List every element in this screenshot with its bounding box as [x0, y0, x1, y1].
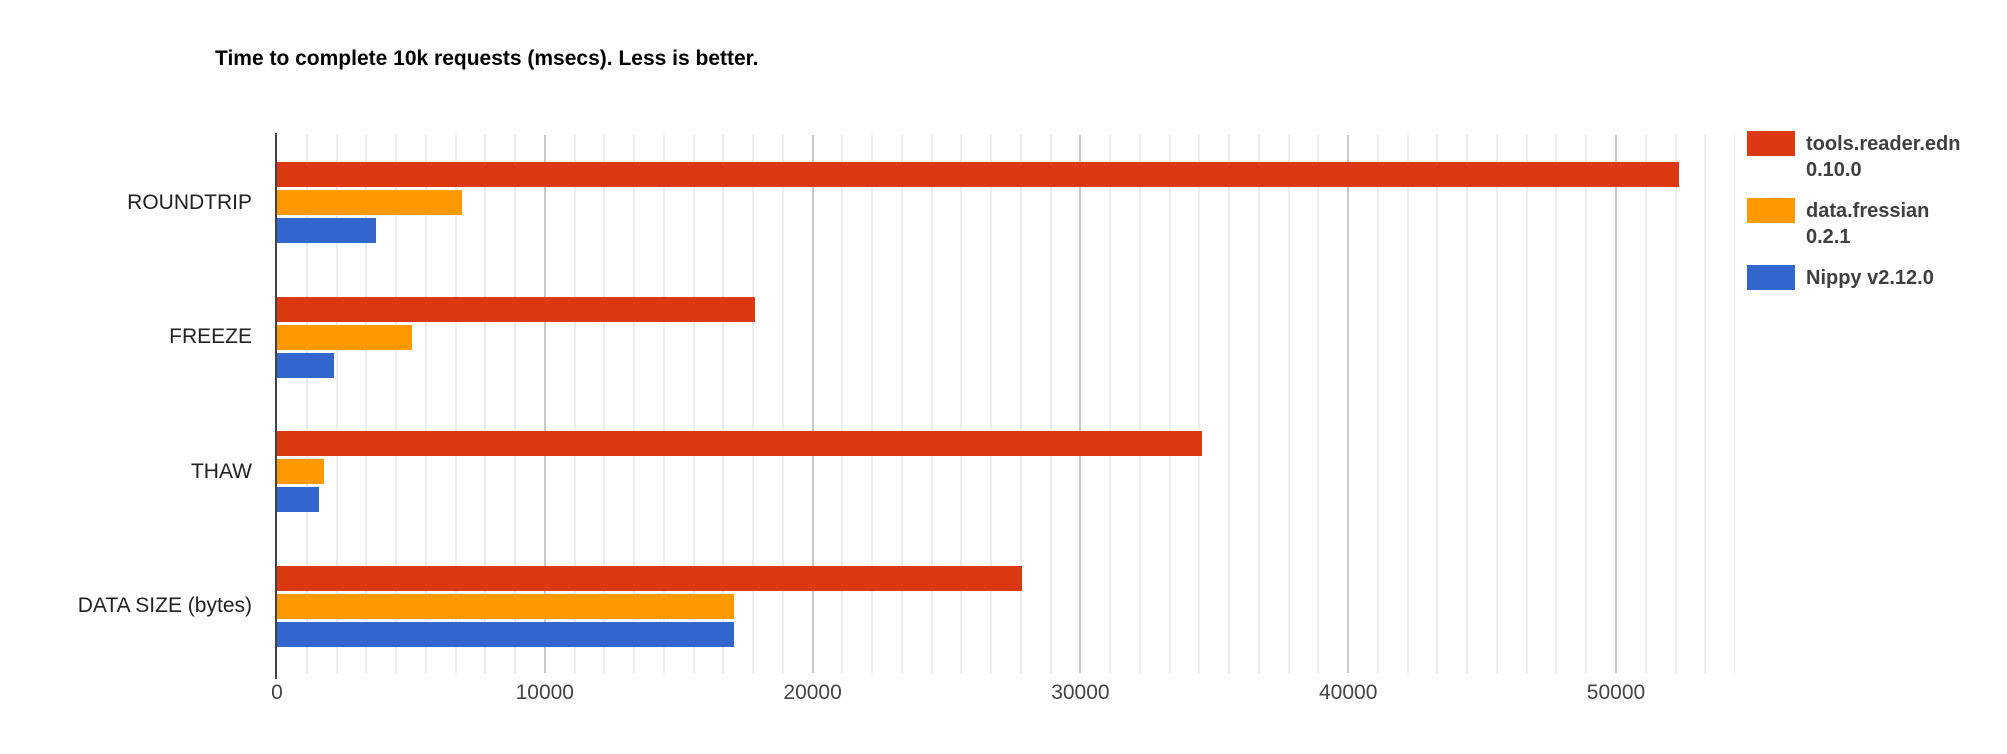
gridline-minor: [305, 135, 308, 673]
gridline-minor: [841, 135, 844, 673]
gridline-minor: [1317, 135, 1320, 673]
legend-label: Nippy v2.12.0: [1806, 267, 1934, 289]
gridline-minor: [960, 135, 963, 673]
plot-area: [277, 135, 1735, 673]
x-tick-label-10000: 10000: [515, 681, 574, 704]
gridline-minor: [1495, 135, 1498, 673]
gridline-minor: [454, 135, 457, 673]
bar-data-size-bytes-tools-reader-edn-0-10-0[interactable]: [277, 565, 1022, 591]
gridline-minor: [1406, 135, 1409, 673]
x-tick-label-0: 0: [271, 681, 283, 704]
legend-swatch-red: [1747, 131, 1795, 156]
legend: tools.reader.edn 0.10.0 data.fressian 0.…: [1747, 131, 1997, 306]
gridline-minor: [722, 135, 725, 673]
gridline-minor: [335, 135, 338, 673]
gridline-minor: [1049, 135, 1052, 673]
x-tick-label-40000: 40000: [1318, 681, 1378, 704]
gridline-major: [1614, 135, 1617, 673]
x-tick-label-20000: 20000: [783, 681, 842, 704]
bar-data-size-bytes-data-fressian-0-2-1[interactable]: [277, 593, 735, 619]
gridline-minor: [900, 135, 903, 673]
gridline-minor: [1555, 135, 1558, 673]
gridline-major: [1347, 135, 1350, 673]
legend-label-version: 0.2.1: [1806, 226, 1851, 248]
value-axis-baseline: [275, 133, 277, 679]
gridline-minor: [930, 135, 933, 673]
x-tick-label-50000: 50000: [1586, 681, 1646, 704]
gridline-minor: [1287, 135, 1290, 673]
gridline-minor: [781, 135, 784, 673]
bar-freeze-tools-reader-edn-0-10-0[interactable]: [277, 296, 755, 322]
legend-item-data-fressian: data.fressian 0.2.1: [1747, 198, 1997, 250]
gridline-minor: [1109, 135, 1112, 673]
bar-freeze-data-fressian-0-2-1[interactable]: [277, 324, 412, 350]
value-axis: 0 10000 20000 30000 40000 50000: [0, 681, 2007, 711]
gridline-minor: [1019, 135, 1022, 673]
gridline-minor: [1168, 135, 1171, 673]
bar-thaw-tools-reader-edn-0-10-0[interactable]: [277, 431, 1202, 456]
gridline-minor: [1734, 135, 1735, 673]
legend-item-tools-reader-edn: tools.reader.edn 0.10.0: [1747, 131, 1997, 183]
gridline-major: [543, 135, 546, 673]
gridline-minor: [1257, 135, 1260, 673]
gridline-minor: [484, 135, 487, 673]
category-label-thaw: THAW: [190, 459, 252, 483]
legend-label: tools.reader.edn: [1806, 133, 1961, 155]
gridline-minor: [424, 135, 427, 673]
bar-roundtrip-nippy-v2-12-0[interactable]: [277, 218, 377, 243]
gridline-minor: [752, 135, 755, 673]
legend-swatch-blue: [1747, 265, 1795, 290]
gridline-minor: [1466, 135, 1469, 673]
gridline-minor: [365, 135, 368, 673]
gridline-minor: [1525, 135, 1528, 673]
category-label-data-size-bytes: DATA SIZE (bytes): [77, 594, 252, 617]
gridline-major: [1079, 135, 1082, 673]
legend-label: data.fressian: [1806, 200, 1930, 222]
gridline-minor: [1704, 135, 1707, 673]
gridline-minor: [1376, 135, 1379, 673]
category-label-roundtrip: ROUNDTRIP: [127, 190, 252, 214]
gridline-minor: [1228, 135, 1231, 673]
gridline-minor: [1585, 135, 1588, 673]
gridline-minor: [692, 135, 695, 673]
legend-swatch-orange: [1747, 198, 1795, 223]
gridline-minor: [1138, 135, 1141, 673]
gridline-minor: [603, 135, 606, 673]
category-label-freeze: FREEZE: [169, 325, 252, 348]
gridline-major: [811, 135, 814, 673]
gridline-minor: [662, 135, 665, 673]
category-axis: ROUNDTRIP FREEZE THAW DATA SIZE (bytes): [0, 0, 252, 754]
bar-freeze-nippy-v2-12-0[interactable]: [277, 352, 335, 378]
gridline-minor: [633, 135, 636, 673]
gridline-minor: [1644, 135, 1647, 673]
bar-data-size-bytes-nippy-v2-12-0[interactable]: [277, 621, 735, 647]
chart-title: Time to complete 10k requests (msecs). L…: [215, 47, 759, 70]
gridline-minor: [573, 135, 576, 673]
gridline-minor: [514, 135, 517, 673]
bar-thaw-nippy-v2-12-0[interactable]: [277, 487, 319, 512]
gridline-minor: [395, 135, 398, 673]
gridline-minor: [990, 135, 993, 673]
legend-label-version: 0.10.0: [1806, 159, 1862, 181]
legend-item-nippy: Nippy v2.12.0: [1747, 265, 1997, 291]
gridline-minor: [1436, 135, 1439, 673]
bar-thaw-data-fressian-0-2-1[interactable]: [277, 459, 325, 484]
bar-roundtrip-tools-reader-edn-0-10-0[interactable]: [277, 162, 1679, 187]
gridline-minor: [1198, 135, 1201, 673]
gridline-minor: [1674, 135, 1677, 673]
gridline-minor: [871, 135, 874, 673]
x-tick-label-30000: 30000: [1051, 681, 1110, 704]
bar-roundtrip-data-fressian-0-2-1[interactable]: [277, 190, 463, 215]
